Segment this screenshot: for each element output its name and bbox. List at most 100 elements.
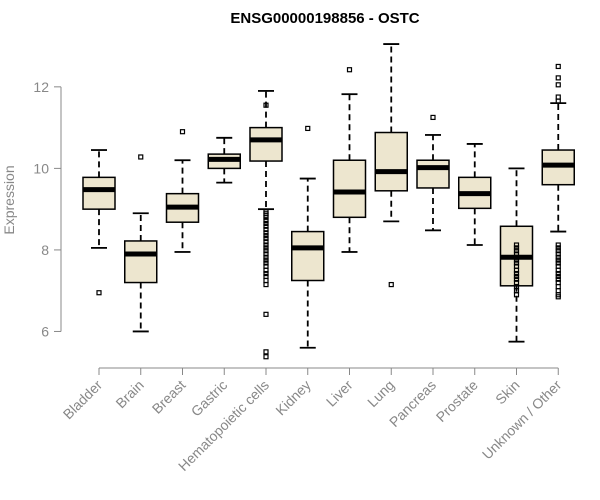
outlier-point (555, 63, 561, 70)
box-group (416, 114, 450, 232)
outlier-point (555, 288, 561, 294)
outlier-point (555, 267, 561, 273)
outlier-point (555, 98, 561, 104)
y-tick-label: 12 (33, 79, 49, 95)
box-group (165, 129, 200, 253)
outlier-point (388, 281, 394, 288)
outlier-point (263, 270, 269, 277)
y-axis: 6 8 10 12 (33, 79, 62, 339)
outlier-point (555, 254, 561, 260)
box-group (458, 143, 492, 246)
outlier-point (263, 239, 269, 245)
outlier-point (513, 257, 520, 263)
outlier-point (96, 290, 102, 296)
outlier-point (430, 114, 436, 121)
outlier-point (305, 125, 311, 132)
outlier-point (513, 270, 520, 277)
box-group (82, 149, 116, 296)
outlier-point (555, 273, 561, 280)
outlier-point (138, 154, 144, 160)
outlier-point (513, 248, 520, 254)
outlier-point (263, 257, 269, 263)
box-rect (124, 240, 158, 284)
outlier-point (555, 257, 561, 263)
y-tick-label: 6 (41, 323, 49, 339)
outlier-point (555, 260, 561, 266)
y-tick-label: 8 (41, 242, 49, 258)
outlier-point (263, 311, 269, 317)
x-tick-label: Brain (112, 377, 146, 411)
y-axis-label: Expression (1, 165, 17, 234)
outlier-point (263, 251, 269, 257)
outlier-point (513, 260, 520, 266)
outlier-point (513, 267, 520, 273)
outlier-point (555, 270, 561, 277)
outlier-point (263, 214, 269, 220)
outlier-point (263, 235, 269, 242)
box-rect (416, 159, 450, 189)
outlier-point (263, 245, 269, 251)
outlier-point (513, 254, 520, 260)
outlier-point (263, 102, 269, 108)
x-tick-label: Unknown / Other (479, 377, 565, 463)
x-tick-label: Breast (149, 377, 189, 417)
outlier-point (263, 217, 269, 224)
outlier-point (263, 277, 269, 284)
outlier-point (555, 276, 561, 282)
x-tick-label: Lung (364, 377, 397, 410)
outlier-point (263, 349, 269, 355)
box-group (332, 67, 367, 253)
outlier-point (263, 267, 269, 273)
outlier-point (513, 251, 520, 257)
outlier-point (555, 75, 561, 81)
outlier-point (263, 230, 269, 236)
box-group (374, 43, 408, 288)
box-group (249, 90, 283, 360)
x-tick-label: Liver (323, 377, 356, 410)
box-group (291, 125, 325, 349)
box-rect (332, 159, 367, 219)
outlier-point (263, 233, 269, 239)
box-rect (291, 230, 325, 282)
outlier-point (555, 251, 561, 257)
box-group (541, 63, 575, 300)
outlier-point (263, 281, 269, 288)
boxes-group (82, 43, 575, 360)
outlier-point (263, 223, 269, 229)
outlier-point (555, 242, 561, 248)
chart-title: ENSG00000198856 - OSTC (230, 10, 419, 27)
outlier-point (263, 226, 269, 233)
box-group (207, 136, 241, 184)
box-rect (82, 176, 116, 210)
outlier-point (263, 254, 269, 260)
box-group (124, 154, 158, 333)
box-rect (374, 131, 408, 192)
box-rect (249, 126, 283, 162)
y-tick-label: 10 (33, 160, 49, 176)
outlier-point (263, 220, 269, 227)
outlier-point (263, 354, 269, 360)
outlier-point (555, 82, 561, 88)
x-tick-label: Bladder (60, 377, 106, 423)
outlier-point (346, 67, 353, 73)
box-group (499, 167, 534, 343)
outlier-point (555, 94, 561, 100)
outlier-point (555, 245, 561, 251)
x-tick-label: Skin (492, 377, 523, 408)
outlier-point (179, 129, 186, 135)
x-tick-label: Kidney (272, 377, 314, 419)
outlier-point (555, 294, 561, 300)
outlier-point (263, 260, 269, 266)
outlier-point (513, 245, 520, 251)
outlier-point (513, 242, 520, 248)
outlier-point (263, 248, 269, 254)
outlier-point (513, 276, 520, 282)
x-tick-label: Prostate (433, 377, 481, 425)
outlier-point (513, 292, 520, 298)
outlier-point (555, 284, 561, 290)
outlier-point (513, 273, 520, 280)
outlier-point (555, 248, 561, 254)
outlier-point (263, 242, 269, 248)
